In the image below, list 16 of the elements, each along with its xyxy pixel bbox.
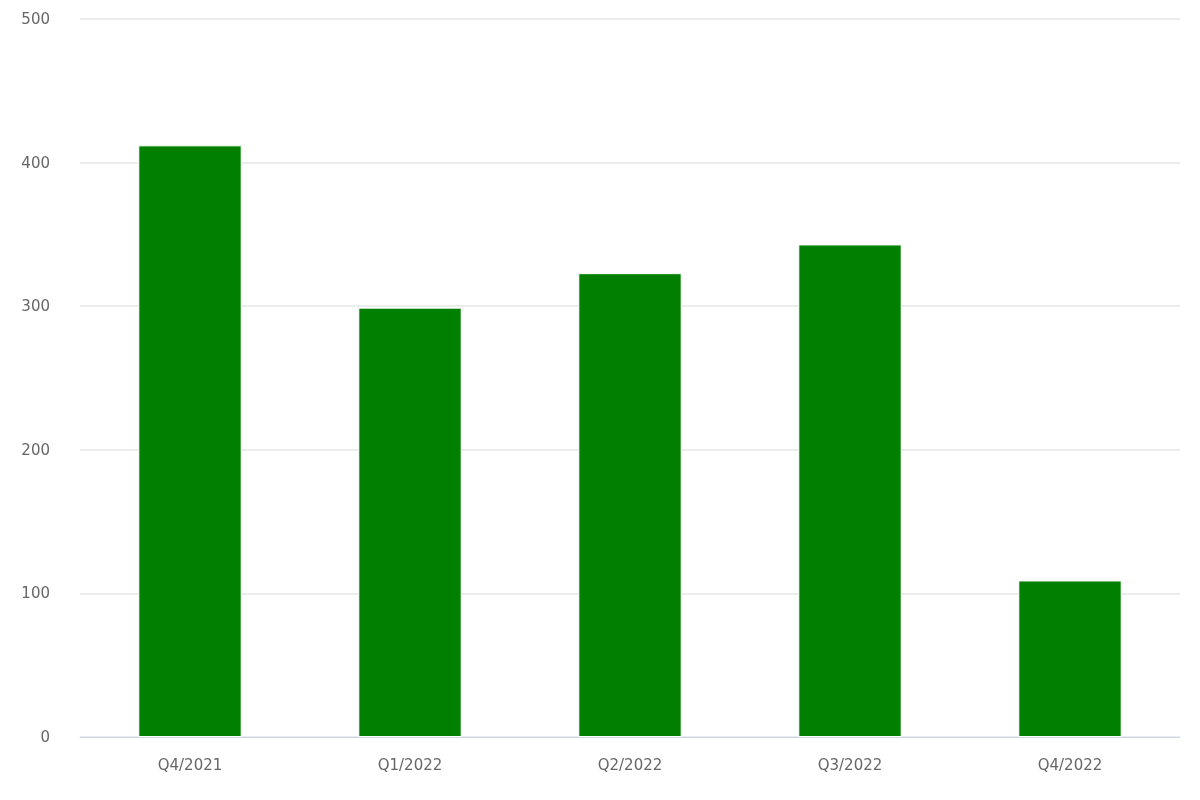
bar xyxy=(798,244,902,737)
x-tick-label: Q2/2022 xyxy=(597,755,663,774)
y-tick-label: 300 xyxy=(21,297,50,316)
y-tick-label: 200 xyxy=(21,440,50,459)
y-tick-label: 500 xyxy=(21,10,50,28)
bar xyxy=(138,145,242,737)
x-tick-label: Q4/2021 xyxy=(157,755,223,774)
bar xyxy=(358,307,462,737)
x-tick-label: Q3/2022 xyxy=(817,755,883,774)
x-tick-label: Q4/2022 xyxy=(1037,755,1103,774)
bar xyxy=(578,273,682,737)
y-tick-label: 100 xyxy=(21,584,50,603)
y-tick-label: 0 xyxy=(40,728,50,746)
x-tick-label: Q1/2022 xyxy=(377,755,443,774)
bar xyxy=(1018,580,1122,737)
y-tick-label: 400 xyxy=(21,153,50,172)
